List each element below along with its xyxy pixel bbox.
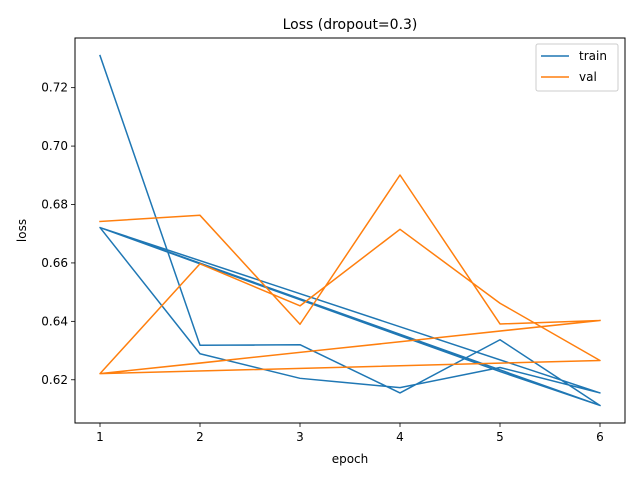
y-tick-label: 0.66	[41, 256, 68, 270]
series-line-val	[99, 174, 601, 375]
x-tick-label: 2	[196, 430, 204, 444]
legend-label-train: train	[579, 49, 607, 63]
x-axis: 1 2 3 4 5 6	[96, 423, 604, 444]
y-tick-label: 0.62	[41, 373, 68, 387]
x-tick-label: 3	[296, 430, 304, 444]
series-line-train	[99, 54, 601, 407]
y-axis: 0.62 0.64 0.66 0.68 0.70 0.72	[41, 81, 75, 387]
y-tick-label: 0.68	[41, 198, 68, 212]
legend-label-val: val	[579, 70, 597, 84]
y-tick-label: 0.72	[41, 81, 68, 95]
x-axis-label: epoch	[332, 452, 369, 466]
x-tick-label: 5	[496, 430, 504, 444]
y-tick-label: 0.64	[41, 314, 68, 328]
plot-area	[99, 54, 601, 407]
y-tick-label: 0.70	[41, 139, 68, 153]
plot-frame	[74, 37, 626, 424]
x-tick-label: 1	[96, 430, 104, 444]
y-axis-label: loss	[15, 219, 29, 242]
chart-title: Loss (dropout=0.3)	[283, 17, 418, 33]
x-tick-label: 6	[596, 430, 604, 444]
x-tick-label: 4	[396, 430, 404, 444]
legend: train val	[535, 43, 619, 92]
